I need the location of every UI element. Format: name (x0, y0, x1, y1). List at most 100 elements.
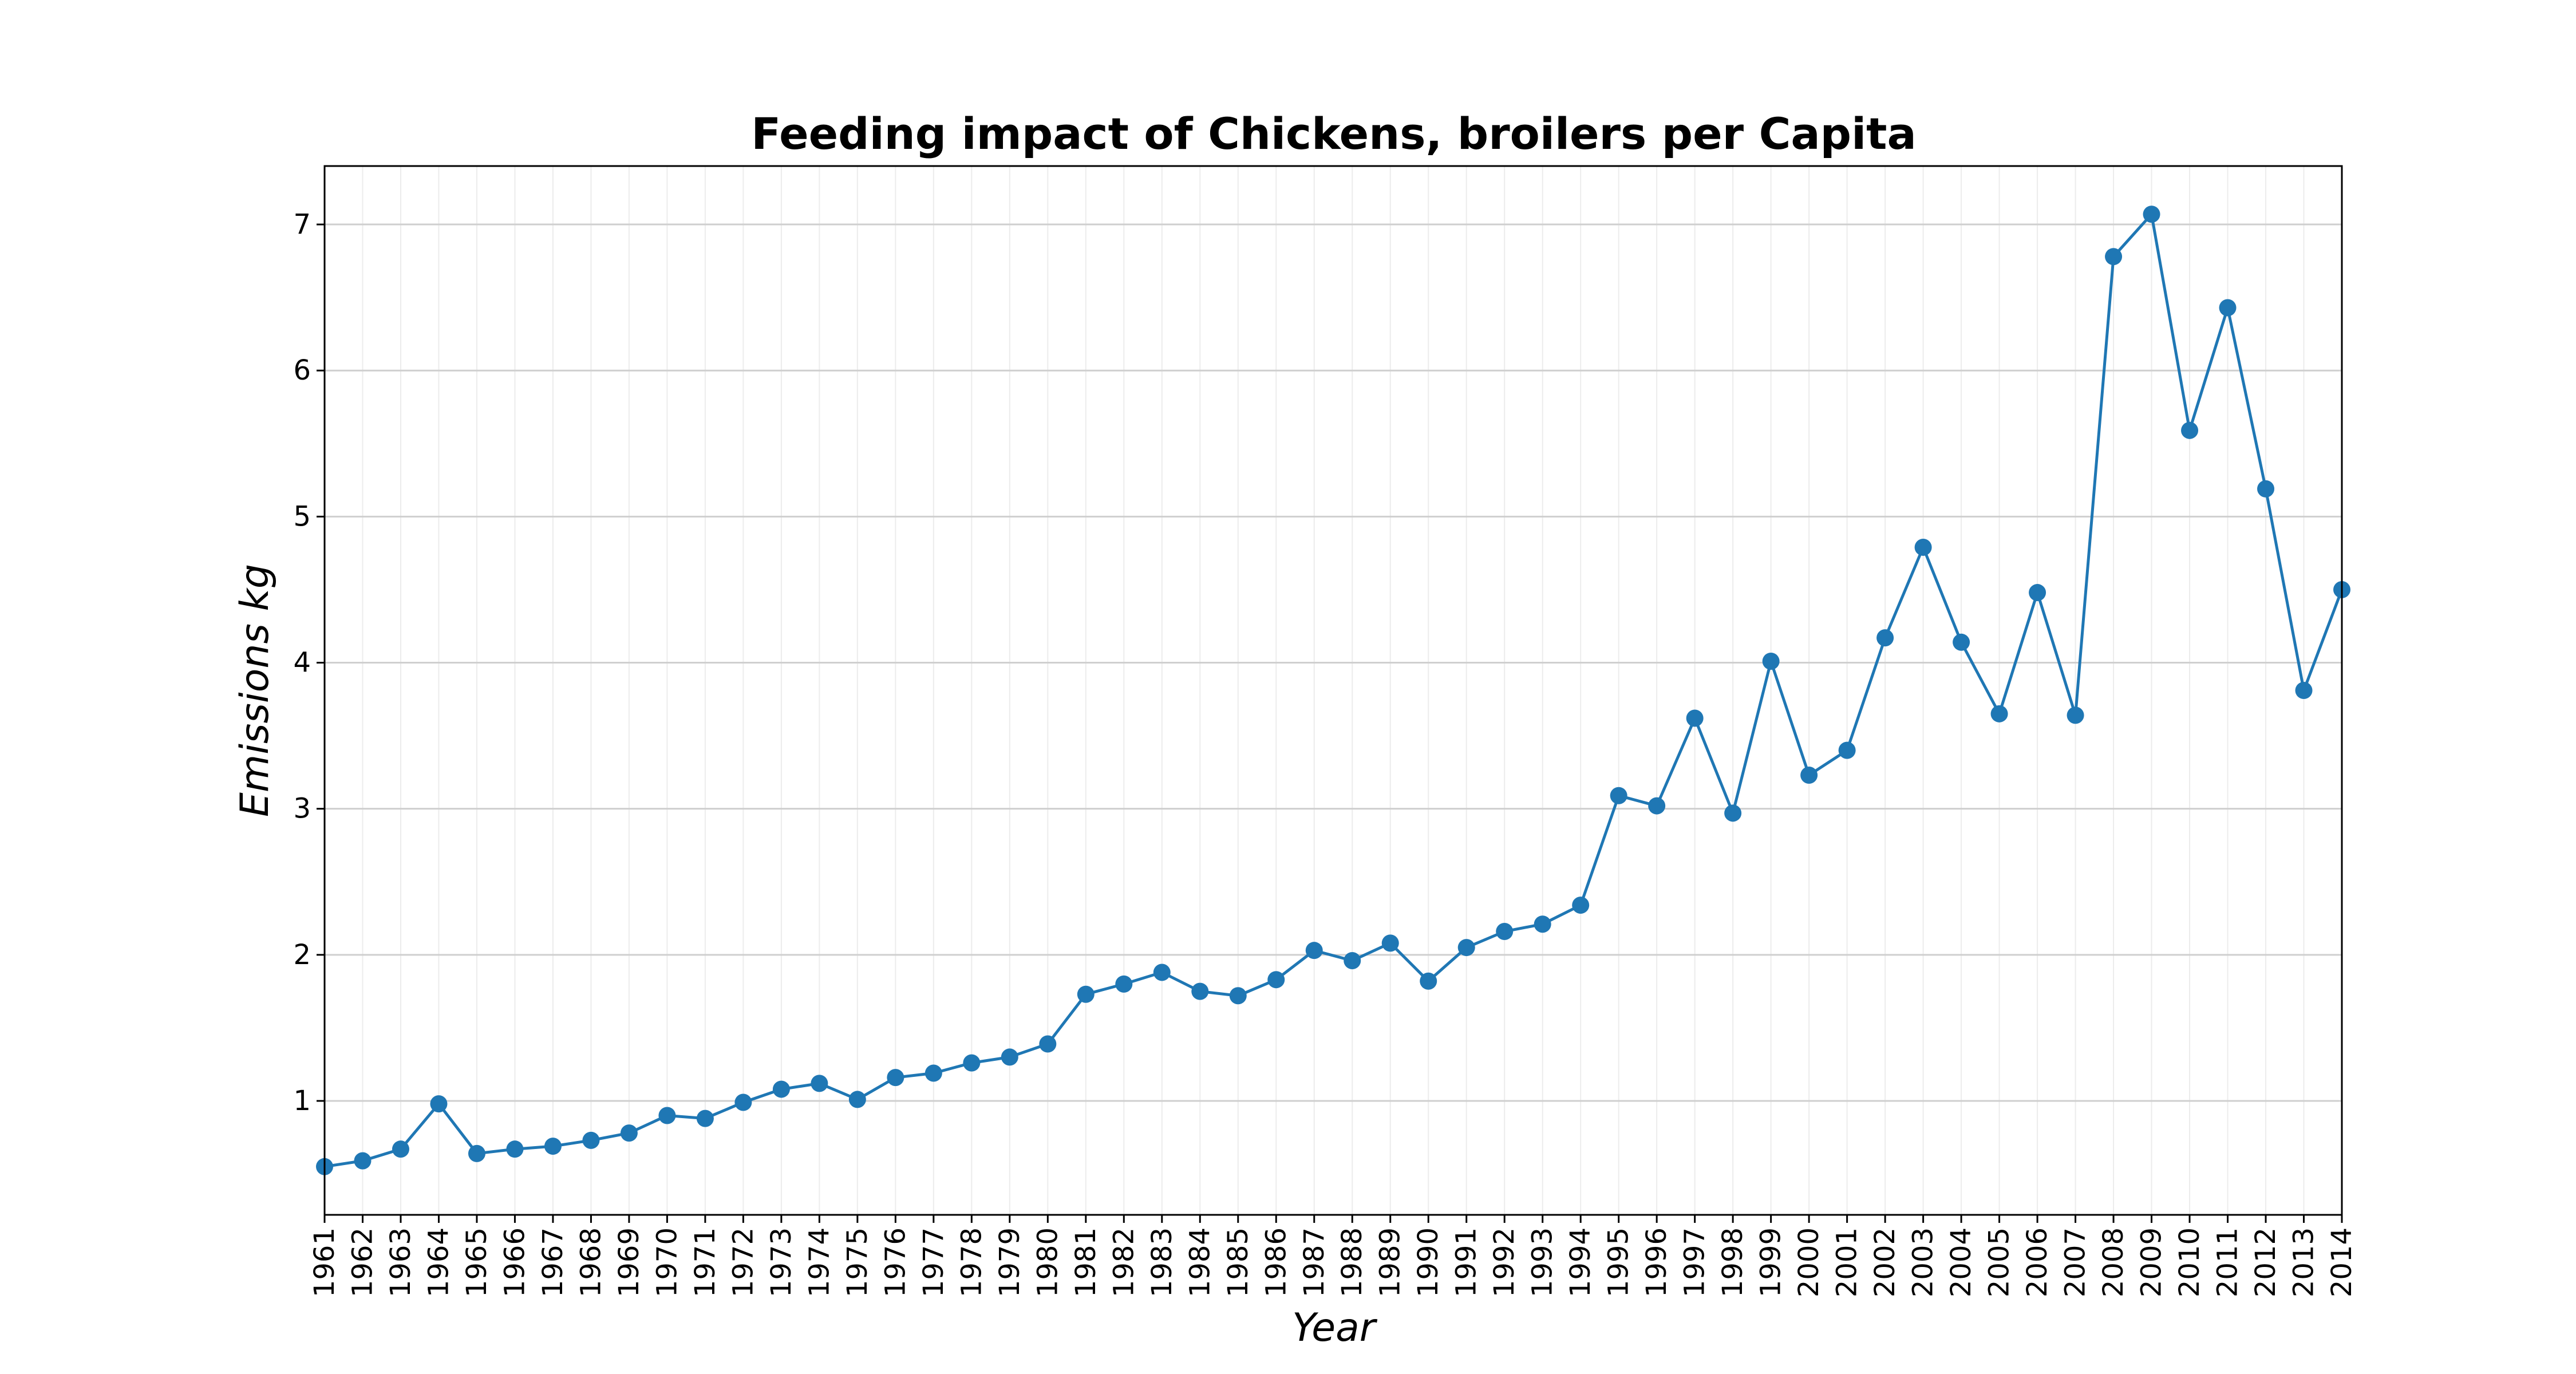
data-point (392, 1140, 409, 1158)
data-point (811, 1075, 828, 1092)
data-point (1610, 787, 1627, 804)
x-tick-label: 1968 (575, 1227, 607, 1297)
data-point (1153, 964, 1171, 981)
data-point (1800, 766, 1818, 784)
data-point (544, 1138, 562, 1155)
data-point (1724, 804, 1742, 822)
data-point (1039, 1035, 1057, 1053)
x-tick-label: 2004 (1945, 1227, 1977, 1297)
data-point (1534, 915, 1551, 933)
x-tick-label: 1993 (1527, 1227, 1559, 1297)
data-point (620, 1124, 638, 1142)
data-point (2105, 248, 2123, 266)
data-point (354, 1152, 372, 1170)
data-point (1191, 982, 1209, 1000)
data-point (2257, 480, 2275, 498)
x-tick-label: 1972 (727, 1227, 759, 1297)
x-tick-label: 2006 (2021, 1227, 2053, 1297)
x-tick-label: 1978 (955, 1227, 987, 1297)
x-tick-label: 1970 (651, 1227, 683, 1297)
y-tick-label: 7 (293, 208, 311, 240)
x-tick-label: 1995 (1603, 1227, 1635, 1297)
x-tick-label: 1997 (1679, 1227, 1711, 1297)
x-tick-label: 1967 (537, 1227, 569, 1297)
data-point (1267, 971, 1285, 989)
data-point (1914, 538, 1932, 556)
x-tick-label: 1962 (346, 1227, 378, 1297)
chart-title: Feeding impact of Chickens, broilers per… (751, 108, 1917, 159)
data-point (848, 1091, 866, 1108)
data-point (1344, 952, 1361, 970)
x-tick-label: 1988 (1336, 1227, 1368, 1297)
data-point (2295, 682, 2313, 699)
data-point (1838, 741, 1856, 759)
x-tick-label: 1963 (385, 1227, 417, 1297)
x-tick-label: 1966 (499, 1227, 531, 1297)
y-tick-label: 4 (293, 647, 311, 679)
x-tick-label: 1977 (918, 1227, 950, 1297)
x-tick-label: 1979 (994, 1227, 1026, 1297)
data-point (468, 1144, 485, 1162)
data-point (1953, 633, 1970, 651)
x-tick-label: 1989 (1374, 1227, 1406, 1297)
series-line (324, 211, 2344, 1168)
data-point (1305, 942, 1323, 960)
x-tick-label: 2011 (2212, 1227, 2244, 1297)
x-tick-label: 1975 (841, 1227, 874, 1297)
y-tick-label: 1 (293, 1085, 311, 1117)
data-point (772, 1080, 790, 1098)
data-point (924, 1064, 942, 1082)
y-tick-label: 2 (293, 939, 311, 971)
x-tick-label: 1965 (461, 1227, 493, 1297)
data-point (1229, 987, 1247, 1005)
y-tick-label: 3 (293, 793, 311, 825)
x-tick-label: 2001 (1831, 1227, 1863, 1297)
data-point (734, 1093, 752, 1111)
data-point (1762, 652, 1780, 670)
data-point (887, 1069, 904, 1087)
x-tick-label: 1981 (1070, 1227, 1102, 1297)
x-tick-label: 1992 (1488, 1227, 1520, 1297)
x-tick-label: 2010 (2174, 1227, 2206, 1297)
x-tick-label: 2014 (2326, 1227, 2358, 1297)
data-point (582, 1131, 600, 1149)
data-point (506, 1140, 524, 1158)
data-point (1686, 709, 1704, 727)
x-tick-label: 1969 (613, 1227, 645, 1297)
x-tick-label: 1994 (1564, 1227, 1597, 1297)
x-tick-label: 2008 (2097, 1227, 2129, 1297)
data-point (2067, 706, 2084, 724)
data-point (1876, 629, 1894, 647)
x-axis-label: Year (1292, 1305, 1378, 1351)
x-tick-label: 1990 (1412, 1227, 1444, 1297)
data-point (1457, 939, 1475, 957)
data-point (1572, 897, 1590, 914)
data-point (1077, 985, 1095, 1003)
x-tick-label: 1991 (1451, 1227, 1483, 1297)
x-tick-label: 2007 (2060, 1227, 2092, 1297)
x-tick-label: 1996 (1641, 1227, 1673, 1297)
y-tick-label: 6 (293, 354, 311, 386)
x-tick-label: 1986 (1260, 1227, 1292, 1297)
data-point (430, 1095, 448, 1113)
data-point (1381, 934, 1399, 952)
x-tick-label: 2000 (1793, 1227, 1825, 1297)
x-tick-label: 1980 (1032, 1227, 1064, 1297)
x-tick-label: 1982 (1108, 1227, 1140, 1297)
x-tick-label: 2013 (2288, 1227, 2320, 1297)
data-point (696, 1110, 714, 1127)
x-tick-label: 2009 (2136, 1227, 2168, 1297)
data-point (2219, 299, 2237, 317)
x-tick-label: 1984 (1184, 1227, 1216, 1297)
y-tick-label: 5 (293, 500, 311, 532)
y-axis-label: Emissions kg (232, 564, 278, 817)
plot-frame (323, 165, 2343, 1216)
x-axis-ticks: 1961 1962 1963 1964 1965 1966 1967 1968 1969 1970… (309, 1215, 2358, 1297)
x-tick-label: 1961 (309, 1227, 341, 1297)
data-points (316, 206, 2350, 1175)
x-tick-label: 1976 (879, 1227, 911, 1297)
data-point (2029, 584, 2046, 602)
x-tick-label: 2012 (2250, 1227, 2282, 1297)
data-point (1496, 923, 1514, 941)
x-tick-label: 1971 (689, 1227, 721, 1297)
